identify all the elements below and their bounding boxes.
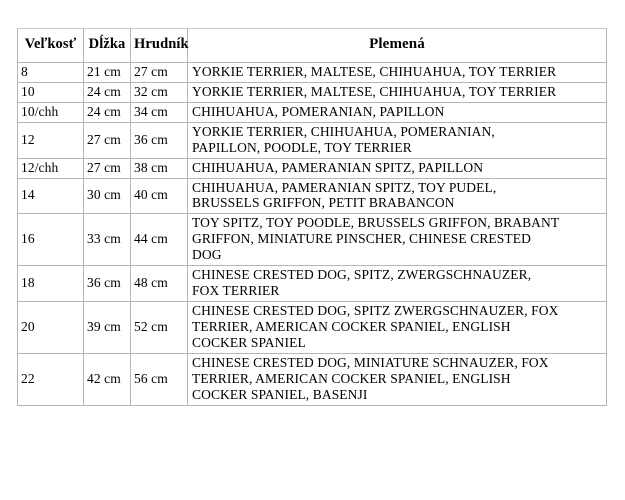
cell-size: 8 [17, 62, 84, 83]
cell-chest: 48 cm [130, 265, 188, 302]
cell-chest: 56 cm [130, 352, 188, 406]
dog-size-chart-table: Veľkosť Dĺžka Hrudník Plemená 8 21 cm 27… [17, 28, 607, 406]
cell-length: 42 cm [83, 352, 131, 406]
cell-length: 24 cm [83, 101, 131, 123]
table-row: 12/chh 27 cm 38 cm CHIHUAHUA, PAMERANIAN… [17, 157, 607, 179]
cell-size: 18 [17, 265, 84, 302]
cell-length: 24 cm [83, 81, 131, 103]
cell-breeds: CHIHUAHUA, PAMERANIAN SPITZ, TOY PUDEL, … [187, 177, 607, 215]
cell-chest: 32 cm [130, 81, 188, 103]
table-row: 10/chh 24 cm 34 cm CHIHUAHUA, POMERANIAN… [17, 101, 607, 123]
cell-breeds: YORKIE TERRIER, MALTESE, CHIHUAHUA, TOY … [187, 81, 607, 103]
cell-size: 22 [17, 352, 84, 406]
cell-length: 39 cm [83, 300, 131, 354]
cell-chest: 27 cm [130, 62, 188, 83]
table-row: 10 24 cm 32 cm YORKIE TERRIER, MALTESE, … [17, 81, 607, 103]
cell-breeds: CHINESE CRESTED DOG, SPITZ, ZWERGSCHNAUZ… [187, 265, 607, 302]
table-row: 16 33 cm 44 cm TOY SPITZ, TOY POODLE, BR… [17, 213, 607, 267]
cell-size: 16 [17, 213, 84, 267]
cell-size: 20 [17, 300, 84, 354]
cell-breeds: CHIHUAHUA, POMERANIAN, PAPILLON [187, 101, 607, 123]
cell-chest: 36 cm [130, 121, 188, 159]
column-header-size: Veľkosť [17, 28, 84, 63]
table-row: 8 21 cm 27 cm YORKIE TERRIER, MALTESE, C… [17, 62, 607, 83]
table-row: 14 30 cm 40 cm CHIHUAHUA, PAMERANIAN SPI… [17, 177, 607, 215]
table-header: Veľkosť Dĺžka Hrudník Plemená [17, 28, 607, 63]
cell-size: 12/chh [17, 157, 84, 179]
cell-size: 12 [17, 121, 84, 159]
cell-breeds: CHINESE CRESTED DOG, SPITZ ZWERGSCHNAUZE… [187, 300, 607, 354]
table-row: 18 36 cm 48 cm CHINESE CRESTED DOG, SPIT… [17, 265, 607, 302]
table-body: 8 21 cm 27 cm YORKIE TERRIER, MALTESE, C… [17, 62, 607, 406]
cell-breeds: YORKIE TERRIER, MALTESE, CHIHUAHUA, TOY … [187, 62, 607, 83]
table-row: 20 39 cm 52 cm CHINESE CRESTED DOG, SPIT… [17, 300, 607, 354]
cell-breeds: TOY SPITZ, TOY POODLE, BRUSSELS GRIFFON,… [187, 213, 607, 267]
cell-length: 21 cm [83, 62, 131, 83]
cell-breeds: CHIHUAHUA, PAMERANIAN SPITZ, PAPILLON [187, 157, 607, 179]
cell-size: 10 [17, 81, 84, 103]
cell-chest: 38 cm [130, 157, 188, 179]
cell-size: 10/chh [17, 101, 84, 123]
column-header-length: Dĺžka [83, 28, 131, 63]
cell-length: 30 cm [83, 177, 131, 215]
column-header-breeds: Plemená [187, 28, 607, 63]
table-row: 22 42 cm 56 cm CHINESE CRESTED DOG, MINI… [17, 352, 607, 406]
cell-breeds: CHINESE CRESTED DOG, MINIATURE SCHNAUZER… [187, 352, 607, 406]
cell-size: 14 [17, 177, 84, 215]
cell-length: 36 cm [83, 265, 131, 302]
cell-chest: 52 cm [130, 300, 188, 354]
cell-chest: 34 cm [130, 101, 188, 123]
cell-chest: 40 cm [130, 177, 188, 215]
cell-length: 33 cm [83, 213, 131, 267]
cell-length: 27 cm [83, 121, 131, 159]
column-header-chest: Hrudník [130, 28, 189, 63]
table-row: 12 27 cm 36 cm YORKIE TERRIER, CHIHUAHUA… [17, 121, 607, 159]
header-row: Veľkosť Dĺžka Hrudník Plemená [17, 28, 607, 63]
cell-breeds: YORKIE TERRIER, CHIHUAHUA, POMERANIAN, P… [187, 121, 607, 159]
cell-length: 27 cm [83, 157, 131, 179]
cell-chest: 44 cm [130, 213, 188, 267]
